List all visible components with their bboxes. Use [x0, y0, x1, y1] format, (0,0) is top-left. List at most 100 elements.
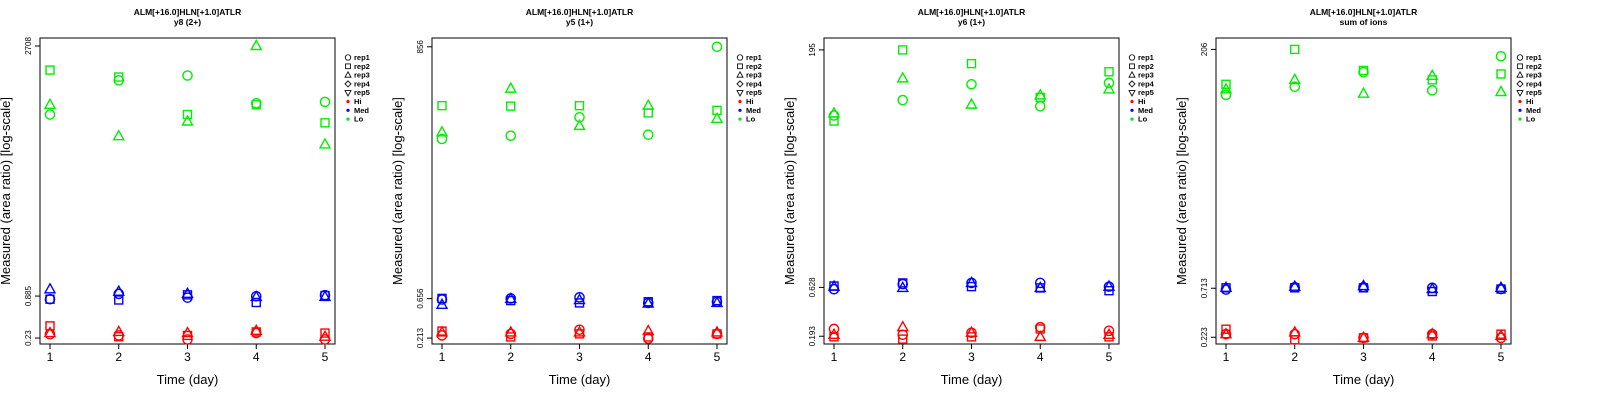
y-tick-label: 206	[1200, 42, 1209, 56]
data-point-lo-rep1	[44, 109, 56, 120]
data-point-med-rep3	[181, 286, 194, 299]
legend-marker-rep3	[344, 70, 352, 78]
data-point-lo-rep1	[574, 111, 585, 123]
legend-label-rep5: rep5	[1526, 88, 1542, 97]
chart-title: ALM[+16.0]HLN[+1.0]ATLR	[1310, 7, 1418, 17]
legend-swatch-med	[1130, 108, 1134, 112]
data-point-lo-rep1	[1220, 89, 1232, 101]
legend-label-rep5: rep5	[354, 88, 370, 97]
legend-marker-rep3	[736, 70, 744, 78]
x-tick-label: 3	[1360, 350, 1367, 364]
legend-label-lo: Lo	[746, 115, 756, 124]
y-tick-label: 0.885	[24, 286, 33, 307]
data-point-lo-rep3	[1219, 82, 1233, 94]
data-point-lo-rep3	[1426, 68, 1439, 81]
data-point-med-rep3	[1426, 282, 1439, 294]
data-point-hi-rep3	[1102, 327, 1116, 339]
legend-marker-rep4	[1516, 80, 1524, 88]
data-point-lo-rep2	[251, 100, 261, 110]
data-point-lo-rep3	[1102, 82, 1116, 94]
data-point-lo-rep2	[966, 58, 977, 69]
data-point-med-rep3	[250, 290, 263, 302]
data-point-hi-rep3	[573, 325, 586, 337]
legend-marker-rep5	[344, 90, 352, 97]
data-point-med-rep3	[1288, 279, 1301, 291]
legend-label-hi: Hi	[1138, 97, 1146, 106]
data-point-lo-rep1	[436, 133, 448, 145]
data-point-lo-rep2	[1290, 44, 1300, 55]
data-point-lo-rep3	[965, 97, 978, 109]
data-point-hi-rep3	[250, 323, 263, 336]
legend-label-lo: Lo	[1138, 115, 1148, 124]
x-tick-label: 2	[115, 350, 122, 364]
x-tick-label: 4	[1429, 350, 1436, 364]
data-point-lo-rep2	[182, 109, 193, 120]
data-point-hi-rep3	[1426, 327, 1439, 339]
legend-marker-rep1	[1128, 54, 1136, 61]
plot-frame	[39, 37, 336, 345]
legend-marker-rep1	[1516, 54, 1524, 61]
legend-marker-rep4	[344, 80, 352, 88]
y-axis-label: Measured (area ratio) [log-scale]	[782, 97, 797, 285]
legend-marker-rep3	[1128, 70, 1136, 78]
legend-label-rep3: rep3	[1526, 71, 1542, 80]
data-point-lo-rep1	[711, 41, 723, 53]
data-point-lo-rep2	[1496, 69, 1506, 79]
legend-label-rep3: rep3	[1138, 71, 1154, 80]
data-point-med-rep3	[573, 293, 586, 305]
data-point-lo-rep2	[45, 65, 55, 75]
data-point-lo-rep1	[1103, 77, 1115, 89]
data-point-lo-rep3	[896, 71, 909, 83]
legend-swatch-med	[738, 108, 742, 112]
data-point-hi-rep3	[43, 326, 57, 338]
x-tick-label: 5	[714, 350, 721, 364]
chart-subtitle: y5 (1+)	[566, 17, 593, 27]
legend-label-rep3: rep3	[746, 71, 762, 80]
x-tick-label: 1	[831, 350, 838, 364]
data-point-lo-rep3	[827, 106, 841, 118]
legend-label-rep1: rep1	[354, 53, 370, 62]
legend-swatch-hi	[346, 99, 350, 104]
legend-marker-rep2	[1129, 63, 1135, 70]
x-tick-label: 4	[645, 350, 652, 364]
data-point-med-rep3	[504, 291, 517, 304]
y-tick-label: 0.628	[808, 277, 817, 298]
y-tick-label: 0.713	[1200, 278, 1209, 299]
legend-label-rep1: rep1	[746, 53, 762, 62]
legend-label-med: Med	[746, 106, 761, 115]
data-point-lo-rep1	[1289, 81, 1301, 93]
data-point-lo-rep1	[1034, 100, 1046, 112]
legend-label-rep2: rep2	[746, 62, 762, 71]
data-point-lo-rep1	[113, 75, 125, 86]
legend-marker-rep1	[736, 54, 744, 61]
legend-label-med: Med	[1138, 106, 1153, 115]
data-point-hi-rep2	[320, 328, 330, 338]
data-point-lo-rep3	[318, 137, 332, 149]
x-tick-label: 1	[47, 350, 54, 364]
x-tick-label: 5	[1498, 350, 1505, 364]
legend-marker-rep4	[1128, 80, 1136, 88]
x-tick-label: 5	[322, 350, 329, 364]
data-point-hi-rep2	[1221, 324, 1231, 334]
data-point-med-rep3	[1034, 280, 1047, 293]
x-tick-label: 3	[968, 350, 975, 364]
data-point-hi-rep3	[896, 320, 909, 332]
legend-swatch-hi	[738, 99, 742, 104]
legend-label-rep4: rep4	[1138, 79, 1155, 88]
data-point-lo-rep1	[505, 130, 517, 142]
legend-label-rep4: rep4	[746, 79, 763, 88]
legend-label-lo: Lo	[1526, 115, 1536, 124]
legend-label-med: Med	[1526, 106, 1541, 115]
plot-frame	[823, 37, 1120, 345]
y-axis-label: Measured (area ratio) [log-scale]	[390, 97, 405, 285]
data-point-hi-rep3	[1494, 329, 1508, 341]
data-point-med-rep3	[1494, 280, 1508, 293]
data-point-med-rep2	[437, 293, 447, 304]
data-point-lo-rep2	[506, 101, 516, 111]
y-tick-label: 0.656	[416, 288, 425, 309]
